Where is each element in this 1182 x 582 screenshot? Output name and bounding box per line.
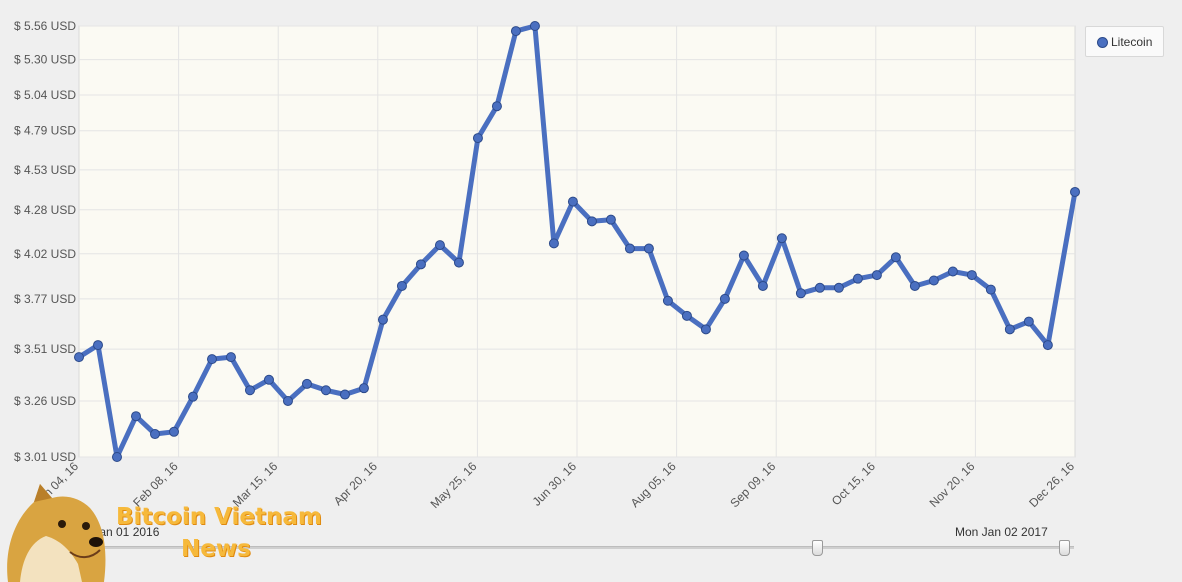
grid [79, 25, 1075, 458]
range-slider-track[interactable] [78, 546, 1074, 549]
data-point[interactable] [548, 238, 559, 249]
doge-dog-icon [7, 484, 106, 582]
data-point[interactable] [111, 452, 122, 462]
legend-marker-icon [1097, 37, 1108, 48]
watermark: Bitcoin Vietnam News [0, 480, 330, 582]
data-point[interactable] [472, 133, 483, 144]
y-tick-label: $ 5.30 USD [14, 53, 76, 67]
data-point[interactable] [662, 295, 673, 306]
data-point[interactable] [871, 270, 882, 281]
watermark-line1: Bitcoin Vietnam [116, 504, 322, 530]
data-point[interactable] [149, 429, 160, 440]
data-point[interactable] [890, 252, 901, 263]
y-tick-label: $ 3.01 USD [14, 450, 76, 464]
data-point[interactable] [187, 391, 198, 402]
data-point[interactable] [244, 385, 255, 396]
data-point[interactable] [852, 273, 863, 284]
x-tick-label: Apr 20, 16 [331, 459, 380, 508]
data-point[interactable] [396, 280, 407, 291]
data-point[interactable] [719, 293, 730, 304]
y-tick-label: $ 3.51 USD [14, 342, 76, 356]
data-point[interactable] [92, 340, 103, 351]
data-point[interactable] [643, 243, 654, 254]
data-point[interactable] [985, 284, 996, 295]
data-point[interactable] [776, 233, 787, 244]
data-point[interactable] [947, 266, 958, 277]
legend-label-litecoin: Litecoin [1111, 35, 1153, 49]
data-point[interactable] [358, 383, 369, 394]
data-point[interactable] [434, 240, 445, 251]
data-point[interactable] [605, 214, 616, 225]
data-point[interactable] [738, 250, 749, 261]
data-point[interactable] [567, 196, 578, 207]
y-tick-label: $ 4.02 USD [14, 247, 76, 261]
x-tick-label: May 25, 16 [428, 459, 480, 511]
data-points [74, 21, 1080, 462]
data-point[interactable] [377, 314, 388, 325]
x-tick-label: Nov 20, 16 [927, 459, 978, 510]
range-slider-start-handle[interactable] [812, 540, 823, 556]
data-point[interactable] [168, 426, 179, 437]
y-tick-label: $ 3.77 USD [14, 292, 76, 306]
data-point[interactable] [966, 270, 977, 281]
chart-legend[interactable]: Litecoin [1085, 26, 1164, 57]
data-point[interactable] [795, 288, 806, 299]
x-tick-label: Sep 09, 16 [727, 459, 778, 510]
data-point[interactable] [263, 374, 274, 385]
data-point[interactable] [757, 280, 768, 291]
y-tick-label: $ 5.04 USD [14, 88, 76, 102]
y-tick-label: $ 3.26 USD [14, 394, 76, 408]
data-point[interactable] [681, 310, 692, 321]
data-point[interactable] [586, 216, 597, 227]
x-tick-label: Dec 26, 16 [1026, 459, 1077, 510]
watermark-line2: News [181, 536, 251, 562]
data-point[interactable] [1004, 324, 1015, 335]
x-tick-label: Aug 05, 16 [628, 459, 679, 510]
data-point[interactable] [130, 411, 141, 422]
y-tick-label: $ 4.28 USD [14, 203, 76, 217]
data-point[interactable] [225, 352, 236, 363]
x-tick-label: Jun 30, 16 [530, 459, 580, 509]
data-point[interactable] [491, 101, 502, 112]
data-point[interactable] [415, 259, 426, 270]
data-point[interactable] [814, 282, 825, 293]
data-point[interactable] [1042, 340, 1053, 351]
data-point[interactable] [74, 352, 84, 363]
y-axis: $ 3.01 USD $ 3.26 USD $ 3.51 USD $ 3.77 USD… [14, 19, 76, 464]
data-point[interactable] [529, 21, 540, 31]
data-point[interactable] [928, 275, 939, 286]
data-point[interactable] [700, 324, 711, 335]
y-tick-label: $ 4.79 USD [14, 124, 76, 138]
data-point[interactable] [1023, 316, 1034, 327]
data-point[interactable] [833, 282, 844, 293]
data-point[interactable] [339, 389, 350, 400]
y-tick-label: $ 4.53 USD [14, 163, 76, 177]
data-point[interactable] [1070, 186, 1080, 197]
data-point[interactable] [282, 395, 293, 406]
data-point[interactable] [510, 26, 521, 37]
data-point[interactable] [453, 257, 464, 268]
x-tick-label: Oct 15, 16 [829, 459, 878, 508]
y-tick-label: $ 5.56 USD [14, 19, 76, 33]
data-point[interactable] [320, 385, 331, 396]
data-point[interactable] [301, 378, 312, 389]
data-point[interactable] [206, 354, 217, 365]
range-slider-end-handle[interactable] [1059, 540, 1070, 556]
range-end-label: Mon Jan 02 2017 [955, 525, 1048, 539]
data-point[interactable] [909, 280, 920, 291]
data-point[interactable] [624, 243, 635, 254]
